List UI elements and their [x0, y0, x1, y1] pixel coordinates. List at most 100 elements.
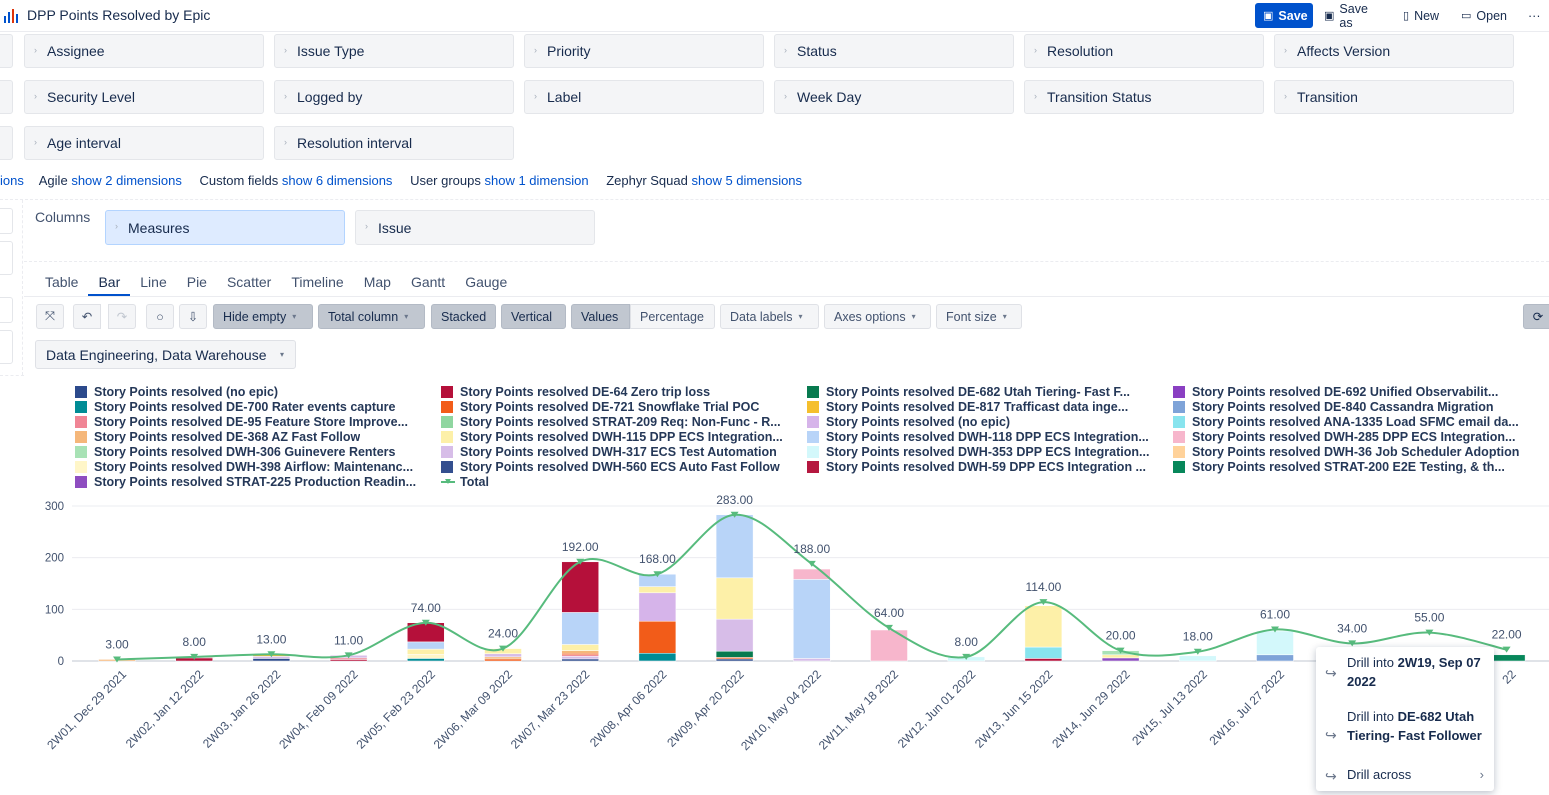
dimension-resolution[interactable]: › Resolution [1024, 34, 1264, 68]
drill-into-epic-item[interactable]: ↪ Drill into DE-682 Utah Tiering- Fast F… [1325, 709, 1482, 743]
page-filter-dropdown[interactable]: Data Engineering, Data Warehouse ▾ [35, 340, 296, 369]
undo-icon[interactable]: ↶ [73, 304, 101, 329]
dimension-cut-left[interactable] [0, 80, 13, 114]
tab-bar[interactable]: Bar [88, 268, 131, 296]
legend-item[interactable]: Story Points resolved DE-700 Rater event… [75, 399, 396, 414]
legend-item[interactable]: Story Points resolved DWH-115 DPP ECS In… [441, 429, 783, 444]
vertical-toggle[interactable]: Vertical [501, 304, 566, 329]
fullscreen-icon[interactable]: ⤧ [36, 304, 64, 329]
folder-icon: ▭ [1461, 10, 1472, 22]
legend-item[interactable]: Story Points resolved DE-64 Zero trip lo… [441, 384, 710, 399]
dimension-label[interactable]: › Label [524, 80, 764, 114]
dimension-resolution-interval[interactable]: › Resolution interval [274, 126, 514, 160]
total-column-dropdown[interactable]: Total column ▾ [318, 304, 425, 329]
legend-item[interactable]: Story Points resolved ANA-1335 Load SFMC… [1173, 414, 1519, 429]
legend-item[interactable]: Story Points resolved DE-692 Unified Obs… [1173, 384, 1498, 399]
dimension-transition[interactable]: › Transition [1274, 80, 1514, 114]
column-measures[interactable]: › Measures [105, 210, 345, 245]
legend-item[interactable]: Story Points resolved (no epic) [807, 414, 1010, 429]
tab-scatter[interactable]: Scatter [226, 274, 272, 290]
y-tick-label: 100 [45, 604, 64, 616]
save-as-button[interactable]: ▣ Save as [1317, 2, 1391, 30]
legend-item[interactable]: Story Points resolved STRAT-200 E2E Test… [1173, 459, 1505, 474]
rows-panel-cut[interactable] [0, 297, 13, 323]
save-button[interactable]: ▣ Save [1255, 3, 1313, 28]
legend-item[interactable]: Story Points resolved STRAT-225 Producti… [75, 474, 416, 489]
legend-swatch [807, 400, 819, 413]
tab-table[interactable]: Table [45, 274, 79, 290]
open-button[interactable]: ▭ Open [1454, 3, 1514, 28]
columns-label: Columns [35, 209, 91, 225]
rows-panel-cut[interactable] [0, 241, 13, 275]
legend-item[interactable]: Story Points resolved DWH-306 Guinevere … [75, 444, 395, 459]
download-icon[interactable]: ⇩ [179, 304, 207, 329]
dimension-assignee[interactable]: › Assignee [24, 34, 264, 68]
total-marker [1271, 626, 1279, 633]
dimension-affects-version[interactable]: › Affects Version [1274, 34, 1514, 68]
dimension-status[interactable]: › Status [774, 34, 1014, 68]
legend-item[interactable]: Story Points resolved DE-840 Cassandra M… [1173, 399, 1493, 414]
legend-item[interactable]: Story Points resolved DWH-36 Job Schedul… [1173, 444, 1519, 459]
legend-item[interactable]: Story Points resolved DE-682 Utah Tierin… [807, 384, 1130, 399]
custom-fields-label: Custom fields [199, 173, 279, 188]
hide-empty-dropdown[interactable]: Hide empty ▾ [213, 304, 313, 329]
agile-group-label: Agile [38, 173, 68, 188]
legend-item[interactable]: Story Points resolved DWH-398 Airflow: M… [75, 459, 413, 474]
dimension-priority[interactable]: › Priority [524, 34, 764, 68]
rows-panel-cut[interactable] [0, 330, 13, 364]
legend-item[interactable]: Total [441, 474, 489, 489]
drill-into-period-item[interactable]: ↪ Drill into 2W19, Sep 07 2022 [1325, 655, 1481, 689]
tab-gantt[interactable]: Gantt [410, 274, 446, 290]
chevron-right-icon: › [1479, 767, 1484, 782]
x-tick-label: 2W10, May 04 2022 [738, 667, 824, 753]
legend-item[interactable]: Story Points resolved DE-95 Feature Stor… [75, 414, 408, 429]
font-size-dropdown[interactable]: Font size ▾ [936, 304, 1022, 329]
column-issue[interactable]: › Issue [355, 210, 595, 245]
legend-item[interactable]: Story Points resolved DWH-560 ECS Auto F… [441, 459, 780, 474]
zephyr-squad-show-link[interactable]: show 5 dimensions [691, 173, 803, 188]
dimension-cut-left[interactable] [0, 126, 13, 160]
legend-item[interactable]: Story Points resolved DE-368 AZ Fast Fol… [75, 429, 360, 444]
tab-map[interactable]: Map [363, 274, 391, 290]
tab-timeline[interactable]: Timeline [291, 274, 344, 290]
custom-fields-show-link[interactable]: show 6 dimensions [281, 173, 393, 188]
dimension-transition-status[interactable]: › Transition Status [1024, 80, 1264, 114]
legend-item[interactable]: Story Points resolved (no epic) [75, 384, 278, 399]
tab-pie[interactable]: Pie [186, 274, 207, 290]
rows-panel-cut[interactable] [0, 208, 13, 234]
total-data-label: 61.00 [1260, 607, 1290, 621]
agile-show-link[interactable]: show 2 dimensions [71, 173, 182, 188]
more-menu-button[interactable]: ··· [1521, 3, 1547, 28]
percentage-toggle[interactable]: Percentage [630, 304, 715, 329]
legend-item[interactable]: Story Points resolved DWH-353 DPP ECS In… [807, 444, 1149, 459]
legend-item[interactable]: Story Points resolved DWH-317 ECS Test A… [441, 444, 777, 459]
drill-across-item[interactable]: ↪ Drill across › [1325, 767, 1484, 784]
legend-item[interactable]: Story Points resolved STRAT-209 Req: Non… [441, 414, 781, 429]
dimension-logged-by[interactable]: › Logged by [274, 80, 514, 114]
redo-icon[interactable]: ↷ [108, 304, 136, 329]
legend-item[interactable]: Story Points resolved DE-817 Trafficast … [807, 399, 1128, 414]
new-button[interactable]: ▯ New [1396, 3, 1448, 28]
values-toggle[interactable]: Values [571, 304, 630, 329]
legend-swatch [441, 400, 453, 413]
data-labels-dropdown[interactable]: Data labels ▾ [720, 304, 819, 329]
dimension-cut-left[interactable] [0, 34, 13, 68]
dimension-group-cut-link[interactable]: ions [0, 173, 24, 188]
chevron-down-icon: ▾ [279, 350, 284, 359]
total-marker [1502, 646, 1511, 653]
legend-item[interactable]: Story Points resolved DWH-118 DPP ECS In… [807, 429, 1149, 444]
dimension-age-interval[interactable]: › Age interval [24, 126, 264, 160]
legend-item[interactable]: Story Points resolved DE-721 Snowflake T… [441, 399, 759, 414]
stacked-toggle[interactable]: Stacked [431, 304, 496, 329]
refresh-icon[interactable]: ⟳ [1523, 304, 1549, 329]
dimension-issue-type[interactable]: › Issue Type [274, 34, 514, 68]
comment-icon[interactable]: ○ [146, 304, 174, 329]
tab-gauge[interactable]: Gauge [465, 274, 508, 290]
legend-item[interactable]: Story Points resolved DWH-285 DPP ECS In… [1173, 429, 1515, 444]
dimension-week-day[interactable]: › Week Day [774, 80, 1014, 114]
legend-item[interactable]: Story Points resolved DWH-59 DPP ECS Int… [807, 459, 1146, 474]
axes-options-dropdown[interactable]: Axes options ▾ [824, 304, 931, 329]
dimension-security-level[interactable]: › Security Level [24, 80, 264, 114]
tab-line[interactable]: Line [140, 274, 167, 290]
user-groups-show-link[interactable]: show 1 dimension [484, 173, 589, 188]
